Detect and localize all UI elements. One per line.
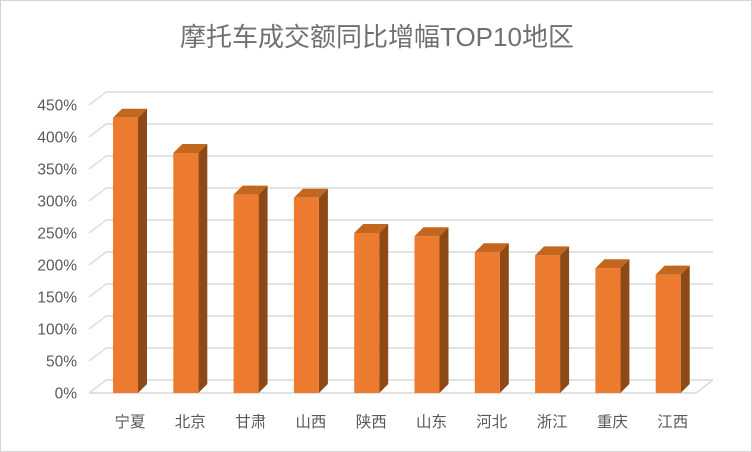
x-category-label: 山东	[416, 413, 447, 431]
gridline-diagonal	[88, 187, 107, 202]
bar	[595, 259, 630, 393]
bar	[414, 227, 449, 393]
bar-front-face	[113, 117, 138, 394]
bar	[293, 188, 328, 393]
bar-top-face	[293, 188, 328, 198]
gridline-diagonal	[88, 91, 107, 106]
bar-front-face	[414, 236, 440, 393]
bar-front-face	[535, 255, 561, 393]
x-category-label: 河北	[476, 413, 508, 431]
bar-front-face	[354, 233, 380, 393]
y-axis-tick-labels: 450% 400% 350% 300% 250% 200% 150% 100% 50% 0%	[37, 98, 77, 403]
gridline-diagonal	[88, 251, 107, 266]
x-category-label: 浙江	[537, 413, 568, 431]
bar-top-face	[474, 243, 509, 253]
bar-top-face	[414, 227, 449, 237]
bar	[173, 144, 208, 393]
bar-side-face	[439, 227, 449, 393]
bar-top-face	[655, 265, 690, 275]
floor-right-edge	[695, 379, 714, 394]
x-category-label: 北京	[175, 413, 206, 431]
bar	[113, 108, 147, 394]
bar-side-face	[198, 144, 208, 393]
gridline-diagonal	[88, 219, 107, 234]
bar-top-face	[173, 144, 208, 153]
y-tick-label: 250%	[37, 226, 77, 243]
bar-side-face	[379, 224, 389, 393]
bar	[233, 185, 268, 393]
y-tick-label: 300%	[37, 194, 77, 211]
bar	[354, 224, 389, 393]
y-tick-label: 450%	[37, 98, 77, 115]
bar-top-face	[535, 246, 570, 256]
y-tick-label: 200%	[37, 258, 77, 275]
bar	[655, 265, 690, 393]
x-category-label: 宁夏	[114, 413, 146, 431]
bar-side-face	[258, 185, 268, 393]
bar-top-face	[354, 224, 389, 233]
y-tick-label: 400%	[37, 130, 77, 147]
bar-top-face	[113, 108, 147, 118]
bar-front-face	[233, 194, 259, 393]
bars-layer	[113, 108, 690, 394]
x-axis-category-labels: 宁夏 北京 甘肃 山西 陕西 山东 河北 浙江 重庆 江西	[114, 413, 688, 431]
bar-front-face	[293, 197, 319, 393]
y-tick-label: 350%	[37, 162, 77, 179]
bar-side-face	[560, 246, 570, 393]
x-category-label: 陕西	[356, 413, 387, 431]
gridline-diagonal	[88, 283, 107, 298]
bar-front-face	[655, 274, 681, 393]
bar-top-face	[233, 185, 268, 195]
chart-title: 摩托车成交额同比增幅TOP10地区	[180, 22, 574, 52]
bar-front-face	[474, 252, 500, 393]
gridline-diagonal	[88, 315, 107, 330]
gridline-diagonal	[88, 347, 107, 362]
y-tick-label: 0%	[55, 386, 78, 403]
bar-top-face	[595, 259, 630, 269]
y-tick-label: 150%	[37, 290, 77, 307]
bar	[474, 243, 509, 393]
gridline-diagonal	[88, 123, 107, 138]
x-category-label: 山西	[295, 413, 326, 431]
x-category-label: 甘肃	[235, 413, 266, 431]
x-category-label: 江西	[657, 413, 688, 431]
bar	[535, 246, 570, 393]
bar-front-face	[173, 153, 199, 393]
bar-side-face	[138, 108, 147, 394]
gridline-diagonal	[88, 155, 107, 170]
bar-side-face	[620, 259, 630, 393]
bar-side-face	[318, 188, 328, 393]
y-tick-label: 50%	[46, 354, 77, 371]
y-tick-label: 100%	[37, 322, 77, 339]
gridline-diagonal	[88, 379, 107, 394]
x-category-label: 重庆	[597, 413, 628, 431]
bar-side-face	[680, 265, 690, 393]
bar-side-face	[499, 243, 509, 393]
bar-front-face	[595, 268, 621, 393]
